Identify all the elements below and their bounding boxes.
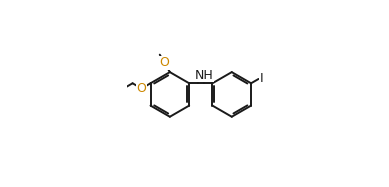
Text: O: O bbox=[137, 82, 146, 95]
Text: O: O bbox=[159, 56, 170, 70]
Text: I: I bbox=[259, 72, 263, 85]
Text: NH: NH bbox=[195, 69, 214, 82]
